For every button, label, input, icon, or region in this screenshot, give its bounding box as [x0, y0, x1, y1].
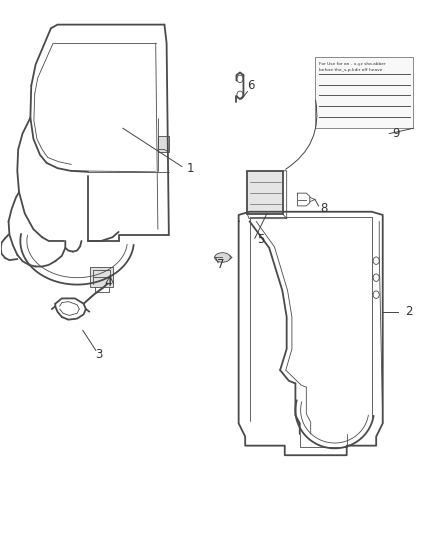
- Text: 7: 7: [217, 259, 225, 271]
- Bar: [247, 171, 283, 214]
- Bar: [158, 136, 169, 152]
- Text: 8: 8: [320, 201, 328, 214]
- Text: For Use for an - x-yz sha.abber: For Use for an - x-yz sha.abber: [319, 62, 386, 66]
- Text: 1: 1: [187, 161, 194, 175]
- Bar: [90, 266, 113, 287]
- Text: 5: 5: [257, 233, 264, 246]
- Ellipse shape: [215, 253, 230, 262]
- FancyBboxPatch shape: [315, 56, 413, 128]
- Text: 9: 9: [392, 127, 399, 140]
- Text: 6: 6: [247, 79, 254, 92]
- Text: 3: 3: [95, 348, 102, 361]
- Text: before the_s-p.kdir off heave: before the_s-p.kdir off heave: [319, 68, 383, 72]
- Text: 4: 4: [104, 276, 111, 289]
- Text: 2: 2: [405, 305, 413, 318]
- FancyArrowPatch shape: [286, 100, 317, 169]
